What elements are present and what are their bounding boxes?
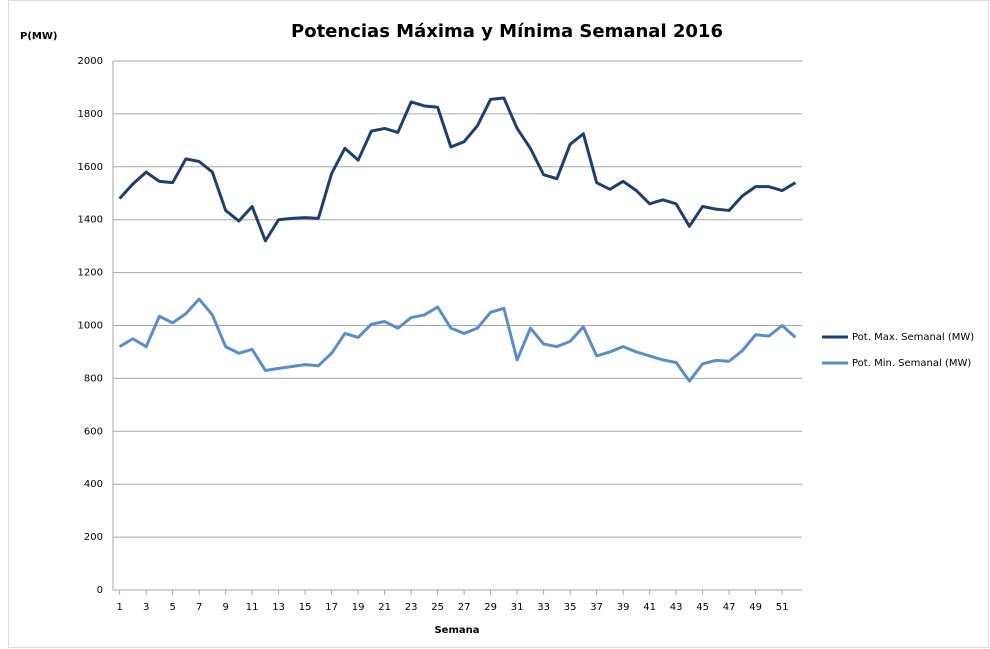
y-tick-label: 2000: [78, 56, 103, 67]
x-tick-label: 25: [431, 602, 444, 613]
x-tick-label: 31: [511, 602, 524, 613]
x-axis-label: Semana: [434, 625, 479, 636]
x-tick-label: 27: [458, 602, 471, 613]
x-tick-label: 5: [169, 602, 175, 613]
x-tick-label: 43: [670, 602, 683, 613]
chart-title: Potencias Máxima y Mínima Semanal 2016: [291, 21, 723, 42]
legend-label: Pot. Min. Semanal (MW): [852, 358, 971, 369]
x-tick-label: 17: [325, 602, 338, 613]
chart-frame: [8, 0, 989, 648]
x-tick-label: 35: [564, 602, 577, 613]
y-tick-label: 800: [84, 373, 103, 384]
x-tick-label: 9: [222, 602, 228, 613]
x-tick-label: 15: [299, 602, 312, 613]
series-line: [118, 297, 797, 383]
y-tick-label: 1800: [78, 109, 103, 120]
series-line: [118, 96, 797, 243]
x-tick-label: 29: [484, 602, 497, 613]
x-tick-label: 41: [643, 602, 656, 613]
y-tick-label: 1400: [78, 215, 103, 226]
x-tick-label: 49: [749, 602, 762, 613]
y-tick-label: 200: [84, 532, 103, 543]
x-tick-label: 13: [272, 602, 285, 613]
x-tick-label: 45: [696, 602, 709, 613]
y-tick-label: 0: [97, 585, 103, 596]
y-tick-label: 600: [84, 426, 103, 437]
x-tick-label: 39: [617, 602, 630, 613]
x-tick-label: 3: [143, 602, 149, 613]
x-tick-label: 11: [246, 602, 259, 613]
legend-label: Pot. Max. Semanal (MW): [852, 332, 974, 343]
x-tick-label: 33: [537, 602, 550, 613]
x-tick-label: 19: [352, 602, 365, 613]
x-tick-label: 23: [405, 602, 418, 613]
x-tick-label: 51: [776, 602, 789, 613]
y-tick-label: 400: [84, 479, 103, 490]
x-tick-label: 7: [196, 602, 202, 613]
x-tick-label: 21: [378, 602, 391, 613]
y-tick-label: 1200: [78, 268, 103, 279]
x-tick-label: 47: [723, 602, 736, 613]
x-tick-label: 37: [590, 602, 603, 613]
y-tick-label: 1600: [78, 162, 103, 173]
y-axis-label: P(MW): [20, 31, 57, 42]
y-tick-label: 1000: [78, 321, 103, 332]
x-tick-label: 1: [116, 602, 122, 613]
